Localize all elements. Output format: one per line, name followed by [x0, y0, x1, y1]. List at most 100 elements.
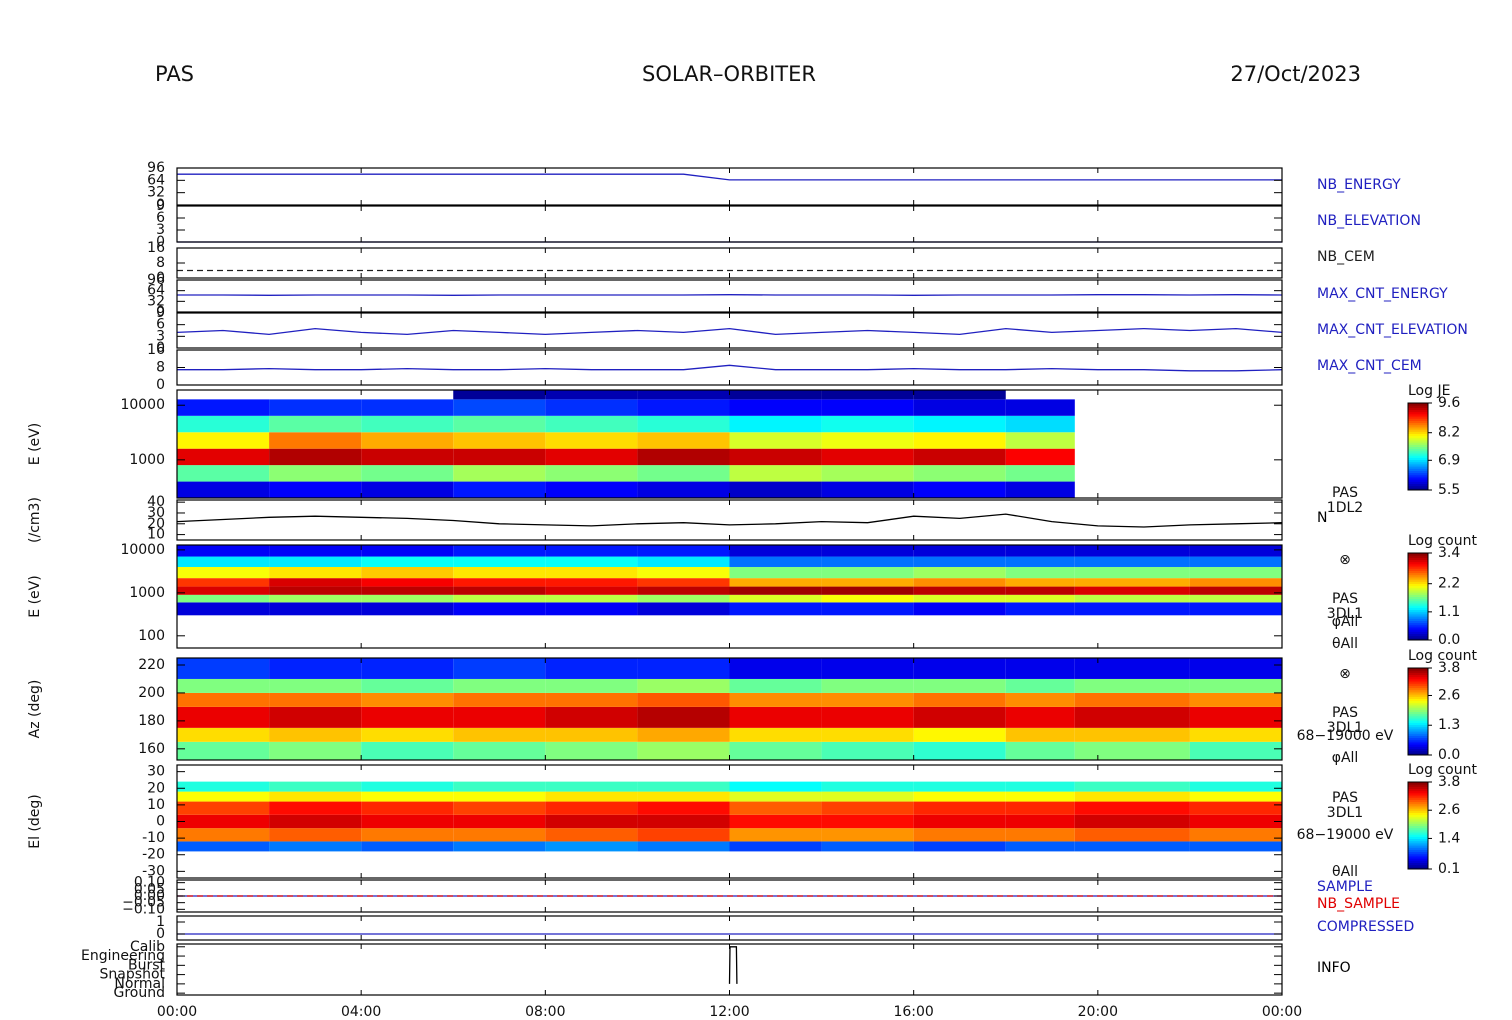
series-label: NB_ELEVATION	[1317, 213, 1421, 229]
heat-cell	[637, 828, 730, 842]
side-label: 1DL2	[1327, 500, 1363, 516]
colorbar-tick-label: 9.6	[1438, 395, 1460, 411]
series-line	[728, 946, 738, 984]
y-tick-label: 16	[147, 342, 165, 358]
colorbar-strip	[1408, 613, 1428, 617]
colorbar-strip	[1408, 726, 1428, 730]
y-tick-label: 0	[156, 304, 165, 320]
heat-cell	[177, 706, 270, 728]
colorbar-strip	[1408, 808, 1428, 811]
colorbar-strip	[1408, 568, 1428, 571]
heat-cell	[637, 578, 730, 587]
colorbar-strip	[1408, 622, 1428, 626]
y-tick-label: 16	[147, 240, 165, 256]
colorbar-strip	[1408, 748, 1428, 752]
heat-cell	[729, 828, 822, 842]
x-tick-label: 04:00	[341, 1004, 381, 1020]
colorbar-strip	[1408, 476, 1428, 480]
series-line	[177, 173, 1282, 181]
heat-cell	[361, 602, 454, 616]
heat-cell	[913, 545, 1006, 557]
heat-cell	[177, 545, 270, 557]
side-label: φAll	[1332, 614, 1359, 630]
colorbar-strip	[1408, 691, 1428, 695]
side-label: PAS	[1332, 790, 1358, 806]
heat-cell	[729, 448, 822, 466]
colorbar-strip	[1408, 752, 1428, 756]
colorbar-strip	[1408, 626, 1428, 630]
colorbar-strip	[1408, 744, 1428, 747]
heat-cell	[821, 741, 914, 760]
heat-cell	[637, 801, 730, 815]
heat-cell	[821, 545, 914, 557]
heat-cell	[453, 594, 546, 603]
heat-cell	[269, 801, 362, 815]
heat-cell	[1074, 586, 1190, 595]
heat-cell	[637, 814, 730, 829]
heat-cell	[913, 678, 1006, 693]
colorbar-strip	[1408, 481, 1428, 484]
colorbar-strip	[1408, 609, 1428, 613]
heat-cell	[913, 841, 1006, 852]
heat-cell	[1074, 706, 1190, 728]
y-tick-label: 220	[138, 657, 165, 673]
heat-cell	[637, 465, 730, 482]
colorbar-strip	[1408, 694, 1428, 697]
colorbar-strip	[1408, 581, 1428, 584]
heat-cell	[269, 692, 362, 707]
heat-cell	[729, 658, 822, 679]
colorbar-strip	[1408, 444, 1428, 447]
colorbar-strip	[1408, 446, 1428, 450]
heat-cell	[361, 814, 454, 829]
y-tick-label: -20	[142, 847, 165, 863]
colorbar-strip	[1408, 426, 1428, 430]
heat-cell	[545, 556, 638, 567]
heat-cell	[453, 658, 546, 679]
heat-cell	[361, 566, 454, 579]
heat-cell	[177, 415, 270, 433]
heat-cell	[545, 481, 638, 498]
heat-cell	[545, 741, 638, 760]
series-label: NB_CEM	[1317, 249, 1375, 265]
side-label: ⊗	[1339, 552, 1351, 568]
colorbar-strip	[1408, 431, 1428, 434]
colorbar-tick-label: 5.5	[1438, 482, 1460, 498]
y-axis-title: (/cm3)	[27, 497, 43, 543]
heat-cell	[913, 791, 1006, 802]
heat-cell	[1005, 678, 1075, 693]
colorbar-strip	[1408, 814, 1428, 818]
y-tick-label: 64	[147, 172, 165, 188]
side-label: 68−19000 eV	[1297, 827, 1394, 843]
heat-cell	[177, 727, 270, 742]
heat-cell	[913, 432, 1006, 449]
colorbar-strip	[1408, 637, 1428, 641]
heat-cell	[1005, 556, 1075, 567]
heat-cell	[177, 791, 270, 802]
heat-cell	[1189, 678, 1282, 693]
colorbar-strip	[1408, 832, 1428, 835]
y-tick-label: 160	[138, 741, 165, 757]
heat-cell	[361, 448, 454, 466]
colorbar-strip	[1408, 557, 1428, 561]
y-tick-label: 0	[156, 814, 165, 830]
colorbar-strip	[1408, 862, 1428, 866]
side-label: φAll	[1332, 750, 1359, 766]
heat-cell	[729, 390, 822, 400]
heat-cell	[545, 801, 638, 815]
colorbar-tick-label: 1.3	[1438, 717, 1460, 733]
colorbar-strip	[1408, 741, 1428, 745]
colorbar-strip	[1408, 403, 1428, 406]
heat-cell	[1189, 566, 1282, 579]
heat-cell	[1074, 741, 1190, 760]
heat-cell	[269, 566, 362, 579]
heat-cell	[821, 658, 914, 679]
heat-cell	[637, 566, 730, 579]
colorbar-strip	[1408, 707, 1428, 710]
heat-cell	[545, 791, 638, 802]
colorbar-strip	[1408, 635, 1428, 639]
heat-cell	[729, 465, 822, 482]
colorbar-strip	[1408, 455, 1428, 458]
heat-cell	[269, 781, 362, 792]
colorbar-strip	[1408, 555, 1428, 558]
heat-cell	[545, 390, 638, 400]
